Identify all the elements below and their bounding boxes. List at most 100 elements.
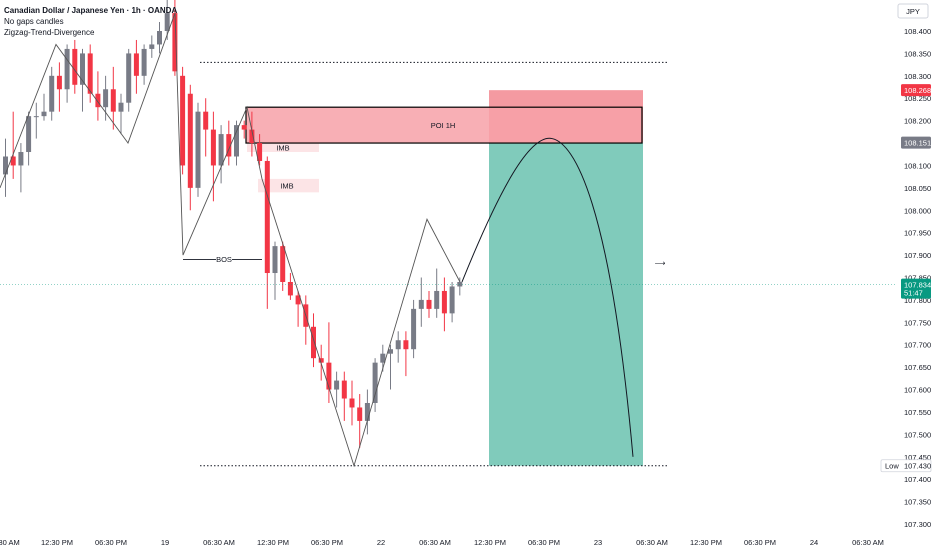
candle-body[interactable] <box>133 53 139 76</box>
candle-body[interactable] <box>80 53 85 85</box>
y-tick-label: 108.000 <box>904 206 931 215</box>
candle-body[interactable] <box>388 349 393 354</box>
y-tick-label: 107.350 <box>904 498 931 507</box>
candle-body[interactable] <box>395 340 401 350</box>
x-tick-label: 06:30 AM <box>203 538 235 547</box>
candle-body[interactable] <box>434 290 440 309</box>
y-tick-label: 108.400 <box>904 27 931 36</box>
candle-body[interactable] <box>280 246 286 282</box>
y-tick-label: 108.200 <box>904 117 931 126</box>
y-tick-label: 107.400 <box>904 475 931 484</box>
candle-body[interactable] <box>180 75 186 166</box>
candle-body[interactable] <box>64 48 70 90</box>
candle-body[interactable] <box>411 308 417 350</box>
imb-label-2: IMB <box>280 182 293 191</box>
poi-label: POI 1H <box>431 121 456 130</box>
currency-badge[interactable] <box>897 3 929 19</box>
candle-body[interactable] <box>426 299 432 309</box>
x-tick-label: 22 <box>377 538 385 547</box>
candle-body[interactable] <box>287 281 293 296</box>
zigzag-line[interactable] <box>0 12 461 468</box>
bos-label: BOS <box>216 255 232 264</box>
candle-body[interactable] <box>457 281 463 287</box>
candle-body[interactable] <box>257 143 263 161</box>
legend-line-3[interactable]: Zigzag-Trend-Divergence <box>4 28 95 37</box>
candle-body[interactable] <box>72 48 78 85</box>
y-tick-label: 107.300 <box>904 520 931 529</box>
candle-body[interactable] <box>357 407 363 421</box>
candle-body[interactable] <box>326 362 332 390</box>
x-tick-label: 24 <box>810 538 818 547</box>
candle-body[interactable] <box>272 246 278 274</box>
candle-body[interactable] <box>95 93 101 108</box>
candle-body[interactable] <box>234 125 239 157</box>
x-tick-label: 6:30 AM <box>0 538 20 547</box>
candle-body[interactable] <box>295 295 301 305</box>
current-price-badge <box>901 278 931 299</box>
imbalance-zone-1[interactable] <box>247 143 319 153</box>
candle-body[interactable] <box>56 75 62 90</box>
x-tick-labels: 6:30 AM 12:30 PM 06:30 PM 19 06:30 AM 12:30 P… <box>0 538 884 547</box>
candle-body[interactable] <box>203 111 209 130</box>
x-tick-label: 06:30 PM <box>744 538 776 547</box>
candle-body[interactable] <box>218 134 224 166</box>
candle-body[interactable] <box>318 358 324 363</box>
x-tick-label: 23 <box>594 538 602 547</box>
x-tick-label: 12:30 PM <box>257 538 289 547</box>
candle-body[interactable] <box>364 402 370 421</box>
candle-body[interactable] <box>172 13 178 72</box>
candle-body[interactable] <box>226 134 232 157</box>
candle-body[interactable] <box>195 111 201 188</box>
candle-body[interactable] <box>311 326 316 359</box>
candle-body[interactable] <box>449 286 455 314</box>
candle-body[interactable] <box>87 53 93 94</box>
candle-body[interactable] <box>403 340 409 350</box>
candle-body[interactable] <box>418 299 424 309</box>
candle-body[interactable] <box>341 380 347 399</box>
candle-body[interactable] <box>41 111 47 117</box>
candle-body[interactable] <box>264 160 270 274</box>
y-tick-label: 107.550 <box>904 408 931 417</box>
low-price-label: 107.430 <box>904 462 931 471</box>
candle-body[interactable] <box>334 380 340 390</box>
sl-price-label: 108.268 <box>904 86 931 95</box>
candle-body[interactable] <box>10 156 16 166</box>
candle-body[interactable] <box>380 353 386 363</box>
candle-body[interactable] <box>149 44 155 49</box>
x-tick-label: 19 <box>161 538 169 547</box>
candle-body[interactable] <box>441 290 447 314</box>
legend-title[interactable]: Canadian Dollar / Japanese Yen · 1h · OA… <box>4 6 178 15</box>
y-tick-label: 107.450 <box>904 453 931 462</box>
candle-body[interactable] <box>33 116 39 118</box>
candle-body[interactable] <box>157 31 162 45</box>
imbalance-zone-2[interactable] <box>258 178 319 193</box>
candle-body[interactable] <box>3 156 8 175</box>
candle-body[interactable] <box>164 13 170 31</box>
x-tick-label: 06:30 PM <box>311 538 343 547</box>
candle-body[interactable] <box>241 125 247 130</box>
candle-body[interactable] <box>372 362 378 403</box>
chart-legend: Canadian Dollar / Japanese Yen · 1h · OA… <box>4 5 177 38</box>
candle-body[interactable] <box>18 152 24 166</box>
candle-body[interactable] <box>126 53 132 103</box>
candle-body[interactable] <box>118 102 124 112</box>
candle-body[interactable] <box>187 93 193 188</box>
take-profit-zone[interactable] <box>489 142 643 466</box>
time-axis[interactable]: 6:30 AM 12:30 PM 06:30 PM 19 06:30 AM 12:30 P… <box>0 533 896 550</box>
legend-line-2[interactable]: No gaps candles <box>4 17 64 26</box>
candle-body[interactable] <box>141 48 147 76</box>
candle-body[interactable] <box>210 129 216 166</box>
sl-price-badge <box>901 84 931 97</box>
candles <box>3 0 463 448</box>
low-price-badge <box>880 459 932 473</box>
candle-body[interactable] <box>249 129 255 144</box>
y-tick-label: 108.300 <box>904 72 931 81</box>
projection-curve[interactable] <box>461 137 634 457</box>
candle-body[interactable] <box>110 89 116 112</box>
y-tick-label: 108.350 <box>904 49 931 58</box>
candle-body[interactable] <box>26 116 32 153</box>
candle-body[interactable] <box>49 75 55 112</box>
candle-body[interactable] <box>103 89 109 108</box>
candle-body[interactable] <box>349 398 355 408</box>
